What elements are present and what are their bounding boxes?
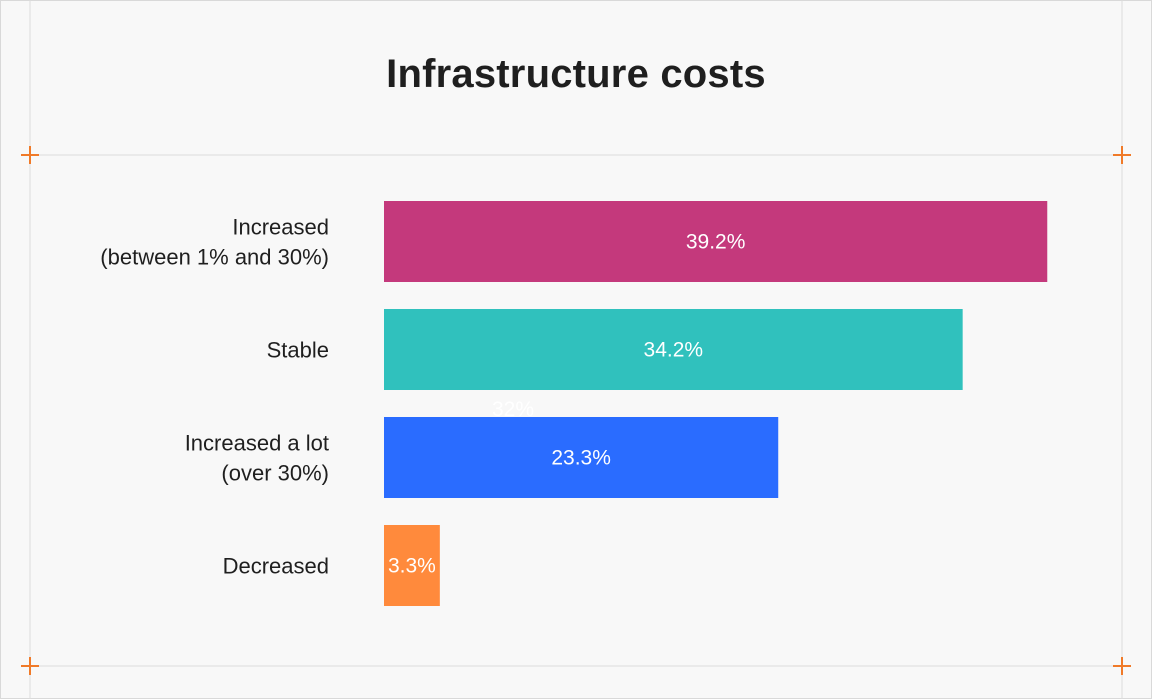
category-label-1-line-0: Stable <box>267 338 329 363</box>
bar-value-label-1: 34.2% <box>644 339 704 362</box>
bar-2 <box>384 417 779 498</box>
category-label-2-line-0: Increased a lot <box>185 431 329 456</box>
category-label-0-line-0: Increased <box>232 215 329 240</box>
corner-marker-bottom-left <box>21 657 39 675</box>
bar-value-label-3: 3.3% <box>388 555 436 578</box>
category-label-3-line-0: Decreased <box>223 554 329 579</box>
chart-title: Infrastructure costs <box>386 52 766 96</box>
bar-1 <box>384 309 963 390</box>
corner-marker-top-left <box>21 146 39 164</box>
corner-marker-top-right <box>1113 146 1131 164</box>
category-label-0-line-1: (between 1% and 30%) <box>100 245 329 270</box>
stray-value-label: 32% <box>492 398 534 421</box>
plot-area: 39.2% Increased (between 1% and 30%) 34.2% S… <box>100 201 1048 606</box>
bar-3 <box>384 525 440 606</box>
corner-marker-bottom-right <box>1113 657 1131 675</box>
bar-value-label-2: 23.3% <box>551 447 611 470</box>
bar-0 <box>384 201 1048 282</box>
bar-value-label-0: 39.2% <box>686 231 746 254</box>
category-label-2-line-1: (over 30%) <box>221 461 329 486</box>
